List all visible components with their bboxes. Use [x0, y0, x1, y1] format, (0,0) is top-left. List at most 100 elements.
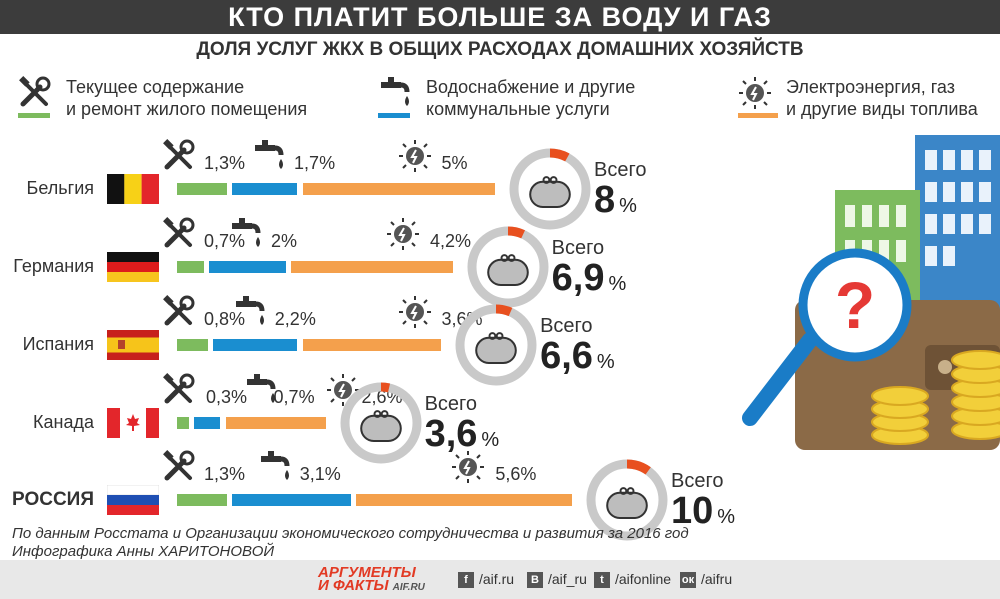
bar-value-label: 2,2%: [274, 309, 316, 329]
bar-segment: [212, 339, 298, 351]
flag-russia-icon: [107, 485, 159, 515]
water-tap-icon: [231, 218, 261, 247]
energy-bulb-icon: [739, 77, 771, 109]
legend-label-line2: и ремонт жилого помещения: [66, 99, 308, 119]
total-percent-sign: %: [619, 195, 637, 217]
social-link-odnoklassniki[interactable]: ок/aifru: [680, 571, 733, 589]
tools-icon: [163, 295, 195, 326]
bar-segment: [193, 417, 221, 429]
water-tap-icon: [381, 77, 410, 106]
water-tap-icon: [260, 451, 290, 480]
logo-domain: AIF.RU: [392, 582, 425, 593]
tools-icon: [163, 373, 195, 404]
flag-spain-icon: [107, 330, 159, 360]
footer-bar: [0, 560, 1000, 599]
total-word-label: Всего: [671, 470, 724, 492]
social-label: /aif_ru: [548, 571, 587, 587]
bar-value-label: 1,3%: [204, 153, 246, 173]
odnoklassniki-icon: ок: [680, 572, 696, 589]
illustration-buildings-wallet: ?: [742, 135, 1000, 450]
total-ring: [467, 226, 549, 308]
total-percent-sign: %: [481, 429, 500, 451]
total-value: 8%: [594, 179, 637, 222]
country-label: Испания: [22, 334, 94, 354]
legend-label-line2: и другие виды топлива: [786, 99, 978, 119]
title-bar: [0, 0, 1000, 34]
total-word-label: Всего: [551, 237, 605, 259]
flag-belgium-icon: [107, 174, 159, 204]
bar-segment: [208, 261, 286, 273]
total-word-label: Всего: [594, 159, 647, 181]
legend-label-line1: Текущее содержание: [66, 77, 245, 97]
twitter-icon: t: [594, 572, 610, 589]
country-label: Бельгия: [26, 178, 94, 198]
energy-bulb-icon: [398, 296, 431, 328]
social-link-twitter[interactable]: t/aifonline: [594, 571, 672, 589]
vk-icon: В: [527, 572, 543, 589]
total-number: 8: [594, 179, 616, 221]
bar-value-label: 2%: [270, 231, 297, 251]
total-value: 6,9%: [552, 257, 627, 300]
tools-icon: [19, 76, 51, 107]
legend-label-line1: Водоснабжение и другие: [426, 77, 636, 97]
facebook-icon: f: [458, 572, 474, 589]
country-label: Германия: [13, 256, 94, 276]
tools-icon: [163, 450, 195, 481]
bar-segment: [356, 494, 572, 506]
bar-value-label: 0,8%: [204, 309, 246, 329]
water-tap-icon: [235, 296, 265, 325]
bar-segment: [177, 417, 189, 429]
bar-segment: [232, 183, 298, 195]
logo-line2: И ФАКТЫ: [318, 577, 389, 594]
water-tap-icon: [246, 374, 276, 403]
total-ring: [509, 148, 591, 230]
legend-label-line2: коммунальные услуги: [426, 99, 610, 119]
bar-value-label: 0,7%: [204, 231, 246, 251]
bar-segment: [290, 261, 453, 273]
bar-segment: [232, 494, 352, 506]
bar-value-label: 0,3%: [206, 387, 248, 407]
svg-text:?: ?: [835, 268, 875, 342]
total-ring: [340, 382, 422, 464]
bar-segment: [177, 261, 204, 273]
total-percent-sign: %: [608, 273, 627, 295]
bar-value-label: 1,7%: [294, 153, 336, 173]
total-percent-sign: %: [717, 506, 736, 528]
purse-icon: [529, 176, 571, 208]
social-link-vk[interactable]: В/aif_ru: [527, 571, 587, 589]
total-word-label: Всего: [424, 393, 478, 415]
aif-logo[interactable]: АРГУМЕНТЫ И ФАКТЫ AIF.RU: [318, 565, 425, 594]
legend-label-line1: Электроэнергия, газ: [786, 77, 955, 97]
tools-icon: [163, 139, 195, 170]
water-tap-icon: [255, 140, 284, 169]
author-credit: Инфографика Анны ХАРИТОНОВОЙ: [12, 543, 275, 560]
bar-value-label: 1,3%: [204, 464, 246, 484]
energy-bulb-icon: [398, 140, 431, 172]
purse-icon: [606, 487, 648, 519]
social-label: /aifru: [701, 571, 733, 587]
total-ring: [455, 304, 537, 386]
purse-icon: [486, 254, 529, 286]
social-link-facebook[interactable]: f/aif.ru: [458, 571, 514, 589]
total-number: 6,6: [540, 335, 593, 377]
bar-value-label: 0,7%: [273, 387, 315, 407]
chart-title: КТО ПЛАТИТ БОЛЬШЕ ЗА ВОДУ И ГАЗ: [228, 2, 772, 32]
social-label: /aifonline: [615, 571, 672, 587]
bar-value-label: 4,2%: [429, 231, 471, 251]
total-ring: [586, 459, 668, 541]
total-word-label: Всего: [540, 315, 593, 337]
bar-segment: [177, 183, 228, 195]
bar-segment: [177, 339, 208, 351]
total-percent-sign: %: [596, 351, 615, 373]
flag-germany-icon: [107, 252, 159, 282]
purse-icon: [475, 332, 517, 364]
bar-value-label: 5,6%: [495, 464, 537, 484]
country-label: Канада: [33, 412, 94, 432]
bar-segment: [302, 183, 495, 195]
bar-segment: [225, 417, 326, 429]
energy-bulb-icon: [386, 218, 419, 250]
total-number: 6,9: [551, 257, 605, 299]
bar-segment: [177, 494, 228, 506]
legend-swatch: [378, 113, 410, 118]
bar-value-label: 5%: [441, 153, 468, 173]
